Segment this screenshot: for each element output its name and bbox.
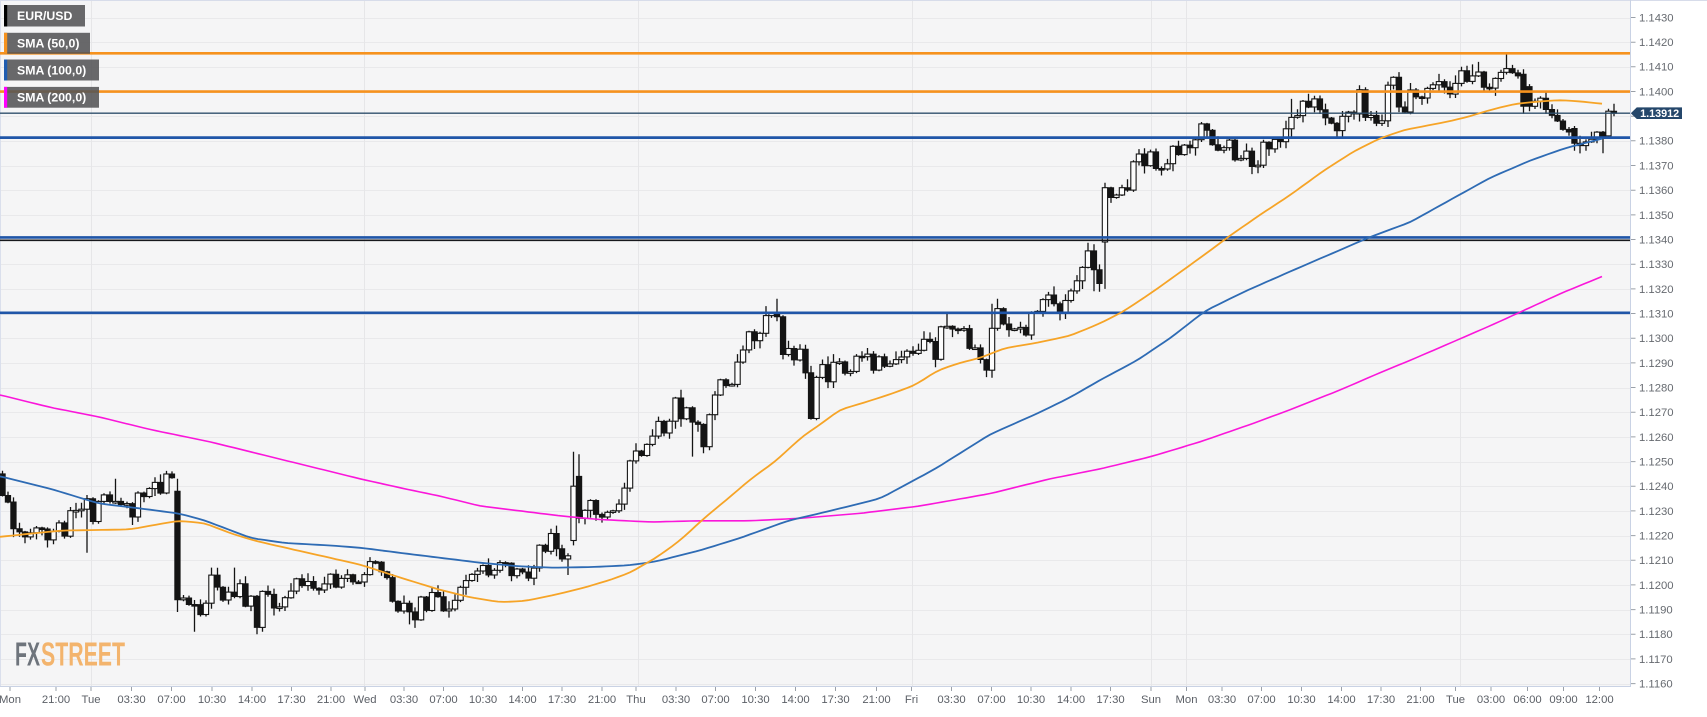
svg-text:17:30: 17:30 <box>821 694 849 706</box>
svg-text:Mon: Mon <box>0 694 21 706</box>
svg-text:1.1200: 1.1200 <box>1639 580 1674 592</box>
svg-text:21:00: 21:00 <box>588 694 616 706</box>
svg-text:1.1240: 1.1240 <box>1639 481 1674 493</box>
svg-text:1.1290: 1.1290 <box>1639 358 1674 370</box>
svg-text:1.1330: 1.1330 <box>1639 259 1674 271</box>
svg-text:1.1280: 1.1280 <box>1639 382 1674 394</box>
svg-text:14:00: 14:00 <box>508 694 536 706</box>
svg-text:10:30: 10:30 <box>1287 694 1315 706</box>
svg-text:SMA (100,0): SMA (100,0) <box>17 63 86 77</box>
svg-text:14:00: 14:00 <box>1327 694 1355 706</box>
svg-text:Tue: Tue <box>81 694 100 706</box>
svg-text:1.1400: 1.1400 <box>1639 86 1674 98</box>
svg-text:06:00: 06:00 <box>1513 694 1541 706</box>
svg-text:21:00: 21:00 <box>317 694 345 706</box>
svg-text:1.1250: 1.1250 <box>1639 457 1674 469</box>
svg-text:1.1260: 1.1260 <box>1639 432 1674 444</box>
svg-text:17:30: 17:30 <box>277 694 305 706</box>
svg-text:17:30: 17:30 <box>548 694 576 706</box>
svg-text:17:30: 17:30 <box>1096 694 1124 706</box>
svg-text:1.1230: 1.1230 <box>1639 506 1674 518</box>
svg-text:03:30: 03:30 <box>662 694 690 706</box>
svg-text:17:30: 17:30 <box>1367 694 1395 706</box>
svg-text:03:30: 03:30 <box>937 694 965 706</box>
svg-text:1.1210: 1.1210 <box>1639 555 1674 567</box>
svg-text:21:00: 21:00 <box>1406 694 1434 706</box>
svg-text:14:00: 14:00 <box>781 694 809 706</box>
svg-text:Sun: Sun <box>1141 694 1161 706</box>
svg-text:03:30: 03:30 <box>390 694 418 706</box>
svg-text:10:30: 10:30 <box>469 694 497 706</box>
svg-text:1.1190: 1.1190 <box>1639 605 1673 617</box>
svg-text:10:30: 10:30 <box>198 694 226 706</box>
svg-text:SMA (200,0): SMA (200,0) <box>17 91 86 105</box>
svg-text:14:00: 14:00 <box>238 694 266 706</box>
svg-text:Wed: Wed <box>353 694 376 706</box>
svg-text:03:30: 03:30 <box>1208 694 1236 706</box>
svg-text:Tue: Tue <box>1446 694 1465 706</box>
svg-text:1.1350: 1.1350 <box>1639 210 1674 222</box>
svg-text:1.1370: 1.1370 <box>1639 160 1674 172</box>
svg-text:1.13912: 1.13912 <box>1640 108 1679 120</box>
svg-text:07:00: 07:00 <box>429 694 457 706</box>
svg-text:EUR/USD: EUR/USD <box>17 9 72 23</box>
svg-text:03:30: 03:30 <box>117 694 145 706</box>
svg-text:09:00: 09:00 <box>1549 694 1577 706</box>
svg-text:Thu: Thu <box>626 694 645 706</box>
svg-text:1.1380: 1.1380 <box>1639 136 1674 148</box>
svg-text:10:30: 10:30 <box>741 694 769 706</box>
svg-text:1.1300: 1.1300 <box>1639 333 1674 345</box>
svg-text:10:30: 10:30 <box>1017 694 1045 706</box>
svg-text:1.1420: 1.1420 <box>1639 37 1674 49</box>
svg-text:1.1340: 1.1340 <box>1639 234 1674 246</box>
svg-text:12:00: 12:00 <box>1585 694 1613 706</box>
svg-text:1.1270: 1.1270 <box>1639 407 1674 419</box>
svg-text:07:00: 07:00 <box>157 694 185 706</box>
svg-text:SMA (50,0): SMA (50,0) <box>17 37 79 51</box>
svg-text:Mon: Mon <box>1176 694 1198 706</box>
svg-text:1.1220: 1.1220 <box>1639 531 1674 543</box>
svg-text:21:00: 21:00 <box>42 694 70 706</box>
svg-text:Fri: Fri <box>905 694 918 706</box>
svg-text:21:00: 21:00 <box>862 694 890 706</box>
svg-text:1.1160: 1.1160 <box>1639 679 1673 691</box>
svg-text:1.1180: 1.1180 <box>1639 629 1673 641</box>
svg-text:1.1430: 1.1430 <box>1639 12 1674 24</box>
svg-text:1.1320: 1.1320 <box>1639 284 1674 296</box>
svg-text:FX: FX <box>15 637 40 674</box>
svg-text:1.1360: 1.1360 <box>1639 185 1674 197</box>
svg-text:07:00: 07:00 <box>701 694 729 706</box>
svg-text:1.1170: 1.1170 <box>1639 654 1673 666</box>
svg-text:1.1310: 1.1310 <box>1639 308 1674 320</box>
svg-text:07:00: 07:00 <box>977 694 1005 706</box>
svg-text:STREET: STREET <box>41 637 125 674</box>
svg-text:1.1410: 1.1410 <box>1639 62 1674 74</box>
svg-text:03:00: 03:00 <box>1477 694 1505 706</box>
svg-text:14:00: 14:00 <box>1057 694 1085 706</box>
svg-text:07:00: 07:00 <box>1247 694 1275 706</box>
